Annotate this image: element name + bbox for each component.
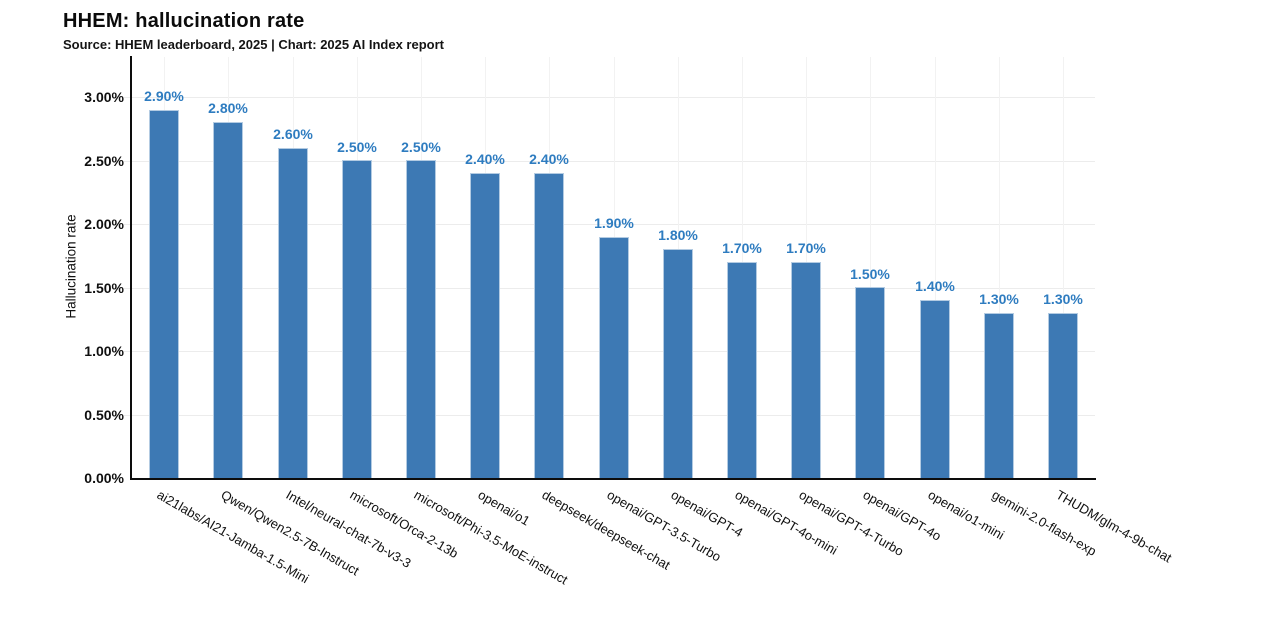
x-tick-label: THUDM/glm-4-9b-chat bbox=[1053, 487, 1175, 566]
y-tick-label: 0.00% bbox=[84, 470, 124, 486]
bar-value-label: 2.60% bbox=[273, 126, 313, 142]
bar-value-label: 1.50% bbox=[850, 266, 890, 282]
bar bbox=[855, 287, 885, 478]
plot-area bbox=[124, 57, 1095, 478]
bar-value-label: 1.70% bbox=[722, 240, 762, 256]
bar-value-label: 2.50% bbox=[401, 139, 441, 155]
vertical-gridline bbox=[935, 57, 936, 478]
x-tick-label: openai/GPT-4-Turbo bbox=[796, 487, 907, 560]
bar bbox=[342, 160, 372, 478]
bar bbox=[213, 122, 243, 478]
chart-title: HHEM: hallucination rate bbox=[63, 10, 305, 32]
bar bbox=[599, 237, 629, 478]
bar-value-label: 1.30% bbox=[979, 291, 1019, 307]
bar bbox=[663, 249, 693, 478]
x-axis-line bbox=[130, 478, 1096, 480]
bar bbox=[984, 313, 1014, 478]
bar-value-label: 2.40% bbox=[529, 151, 569, 167]
bar bbox=[406, 160, 436, 478]
bar bbox=[278, 148, 308, 478]
horizontal-gridline bbox=[124, 224, 1095, 225]
bar-value-label: 2.80% bbox=[208, 100, 248, 116]
x-tick-label: openai/o1 bbox=[475, 487, 533, 529]
bar bbox=[791, 262, 821, 478]
bar bbox=[727, 262, 757, 478]
y-tick-label: 0.50% bbox=[84, 407, 124, 423]
horizontal-gridline bbox=[124, 97, 1095, 98]
bar-value-label: 2.50% bbox=[337, 139, 377, 155]
bar-value-label: 2.40% bbox=[465, 151, 505, 167]
bar bbox=[149, 110, 179, 478]
x-tick-label: openai/GPT-3.5-Turbo bbox=[604, 487, 724, 565]
y-tick-label: 2.50% bbox=[84, 153, 124, 169]
bar bbox=[534, 173, 564, 478]
vertical-gridline bbox=[1063, 57, 1064, 478]
y-tick-label: 1.00% bbox=[84, 343, 124, 359]
y-tick-label: 3.00% bbox=[84, 89, 124, 105]
x-tick-label: gemini-2.0-flash-exp bbox=[989, 487, 1100, 559]
bar-value-label: 1.80% bbox=[658, 227, 698, 243]
bar-value-label: 1.40% bbox=[915, 278, 955, 294]
bar-value-label: 1.30% bbox=[1043, 291, 1083, 307]
bar bbox=[920, 300, 950, 478]
y-axis-line bbox=[130, 56, 132, 480]
bar-value-label: 1.90% bbox=[594, 215, 634, 231]
horizontal-gridline bbox=[124, 160, 1095, 162]
vertical-gridline bbox=[870, 57, 871, 478]
bar-value-label: 1.70% bbox=[786, 240, 826, 256]
x-tick-label: microsoft/Orca-2-13b bbox=[347, 487, 461, 562]
bar-value-label: 2.90% bbox=[144, 88, 184, 104]
bar bbox=[470, 173, 500, 478]
y-tick-label: 1.50% bbox=[84, 280, 124, 296]
bar bbox=[1048, 313, 1078, 478]
y-axis-title: Hallucination rate bbox=[63, 214, 79, 319]
chart-source-note: Source: HHEM leaderboard, 2025 | Chart: … bbox=[63, 37, 444, 52]
vertical-gridline bbox=[999, 57, 1000, 478]
y-tick-label: 2.00% bbox=[84, 216, 124, 232]
